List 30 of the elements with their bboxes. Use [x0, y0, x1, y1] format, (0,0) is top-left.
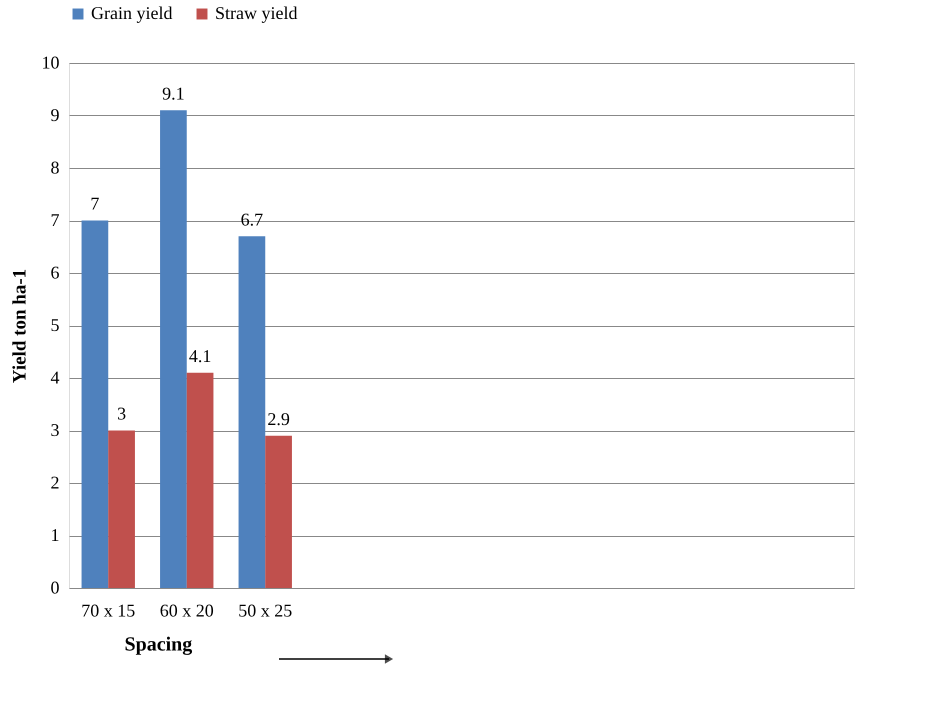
- data-label: 9.1: [162, 83, 185, 104]
- x-tick-label: 60 x 20: [160, 600, 214, 620]
- y-tick-label: 6: [50, 262, 60, 282]
- y-tick-label: 2: [50, 472, 60, 492]
- x-axis-title: Spacing: [124, 634, 192, 656]
- data-label: 4.1: [188, 346, 212, 366]
- data-label: 6.7: [240, 209, 264, 230]
- bar: [108, 430, 135, 588]
- y-tick-label: 5: [50, 315, 60, 335]
- data-label: 7: [90, 194, 100, 214]
- y-axis-title: Yield ton ha-1: [10, 268, 30, 384]
- bar: [186, 372, 214, 588]
- bar: [82, 220, 108, 588]
- x-tick-label: 50 x 25: [238, 600, 292, 620]
- bar: [238, 236, 266, 588]
- y-tick-label: 10: [42, 52, 60, 72]
- legend-label: Grain yield: [91, 3, 172, 23]
- y-tick-label: 8: [50, 158, 60, 178]
- y-tick-label: 1: [50, 525, 60, 545]
- y-tick-label: 3: [50, 420, 60, 440]
- x-tick-label: 70 x 15: [81, 600, 136, 620]
- y-tick-label: 7: [50, 210, 60, 230]
- data-label: 2.9: [267, 408, 290, 429]
- bar: [265, 436, 292, 588]
- y-tick-label: 9: [50, 105, 60, 125]
- y-tick-label: 4: [50, 368, 60, 388]
- bar: [160, 110, 187, 588]
- y-tick-label: 0: [50, 578, 60, 598]
- data-label: 3: [117, 404, 126, 424]
- legend-label: Straw yield: [215, 3, 298, 23]
